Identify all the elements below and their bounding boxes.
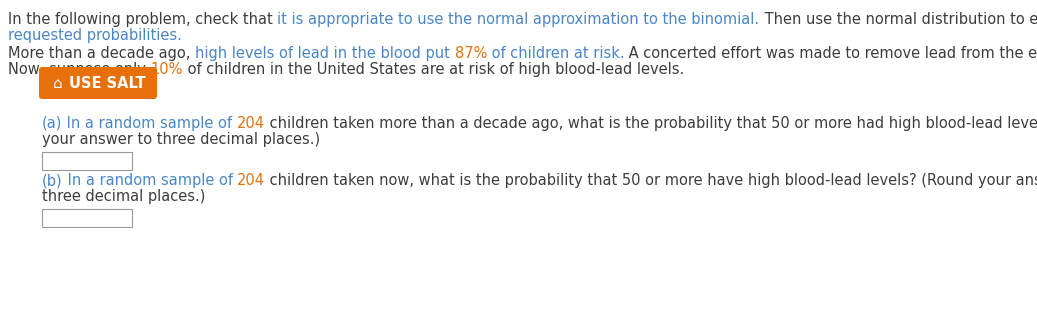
FancyBboxPatch shape — [39, 67, 157, 99]
Text: three decimal places.): three decimal places.) — [43, 189, 205, 204]
FancyBboxPatch shape — [43, 152, 132, 170]
Text: 204: 204 — [237, 116, 265, 131]
Text: of children in the United States are at risk of high blood-lead levels.: of children in the United States are at … — [183, 62, 684, 77]
FancyBboxPatch shape — [43, 209, 132, 227]
Text: children taken now, what is the probability that 50 or more have high blood-lead: children taken now, what is the probabil… — [265, 173, 1037, 188]
Text: More than a decade ago,: More than a decade ago, — [8, 46, 195, 61]
Text: children taken more than a decade ago, what is the probability that 50 or more h: children taken more than a decade ago, w… — [265, 116, 1037, 131]
Text: A concerted effort was made to remove lead from the environment.: A concerted effort was made to remove le… — [624, 46, 1037, 61]
Text: high levels of lead in the blood put: high levels of lead in the blood put — [195, 46, 454, 61]
Text: 204: 204 — [237, 173, 265, 188]
Text: (a): (a) — [43, 116, 62, 131]
Text: it is appropriate to use the normal approximation to the binomial.: it is appropriate to use the normal appr… — [277, 12, 759, 27]
Text: In the following problem, check that: In the following problem, check that — [8, 12, 277, 27]
Text: Now, suppose only: Now, suppose only — [8, 62, 150, 77]
Text: of children at risk.: of children at risk. — [487, 46, 624, 61]
Text: ⌂: ⌂ — [53, 76, 63, 91]
Text: Then use the normal distribution to estimate the: Then use the normal distribution to esti… — [759, 12, 1037, 27]
Text: In a random sample of: In a random sample of — [62, 173, 237, 188]
Text: 10%: 10% — [150, 62, 183, 77]
Text: your answer to three decimal places.): your answer to three decimal places.) — [43, 132, 320, 147]
Text: USE SALT: USE SALT — [68, 76, 145, 91]
Text: 87%: 87% — [454, 46, 487, 61]
Text: (b): (b) — [43, 173, 62, 188]
Text: requested probabilities.: requested probabilities. — [8, 28, 181, 43]
Text: In a random sample of: In a random sample of — [62, 116, 237, 131]
